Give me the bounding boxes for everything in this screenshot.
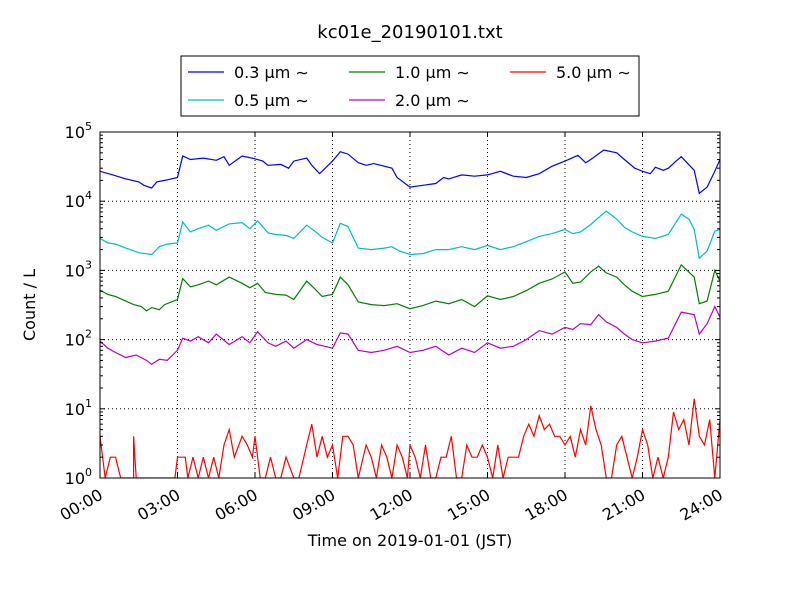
- legend-label: 2.0 μm ∼: [395, 91, 470, 110]
- legend-label: 1.0 μm ∼: [395, 63, 470, 82]
- ticks-layer: 00:00 03:00 06:00 09:00 12:00 15:00 18:00 21:00…: [57, 120, 726, 525]
- x-tick-label: 18:00: [522, 485, 571, 525]
- series-layer: [100, 149, 720, 478]
- legend: 0.3 μm ∼ 1.0 μm ∼ 5.0 μm ∼ 0.5 μm ∼ 2.0 μm ∼: [180, 55, 640, 117]
- series-line: [100, 305, 720, 366]
- x-tick-label: 15:00: [444, 485, 493, 525]
- y-tick-label: 100: [65, 466, 92, 488]
- series-line: [100, 398, 720, 478]
- grid: [100, 132, 720, 478]
- x-axis-label: Time on 2019-01-01 (JST): [307, 531, 512, 550]
- y-tick-label: 101: [65, 397, 92, 419]
- x-tick-label: 03:00: [134, 485, 183, 525]
- legend-label: 0.3 μm ∼: [234, 63, 309, 82]
- legend-label: 0.5 μm ∼: [234, 91, 309, 110]
- y-axis-label: Count / L: [20, 269, 39, 341]
- x-tick-label: 21:00: [599, 485, 648, 525]
- x-tick-label: 12:00: [367, 485, 416, 525]
- y-tick-label: 103: [65, 258, 92, 280]
- series-line: [100, 149, 720, 195]
- x-tick-label: 06:00: [212, 485, 261, 525]
- series-line: [100, 210, 720, 260]
- legend-label: 5.0 μm ∼: [556, 63, 631, 82]
- x-tick-label: 00:00: [57, 485, 106, 525]
- x-tick-label: 24:00: [677, 485, 726, 525]
- legend-box: [180, 55, 640, 117]
- y-tick-label: 102: [65, 328, 92, 350]
- x-tick-label: 09:00: [289, 485, 338, 525]
- series-line: [100, 263, 720, 312]
- chart-title: kc01e_20190101.txt: [317, 22, 502, 43]
- y-tick-label: 105: [65, 120, 92, 142]
- y-tick-label: 104: [65, 189, 92, 211]
